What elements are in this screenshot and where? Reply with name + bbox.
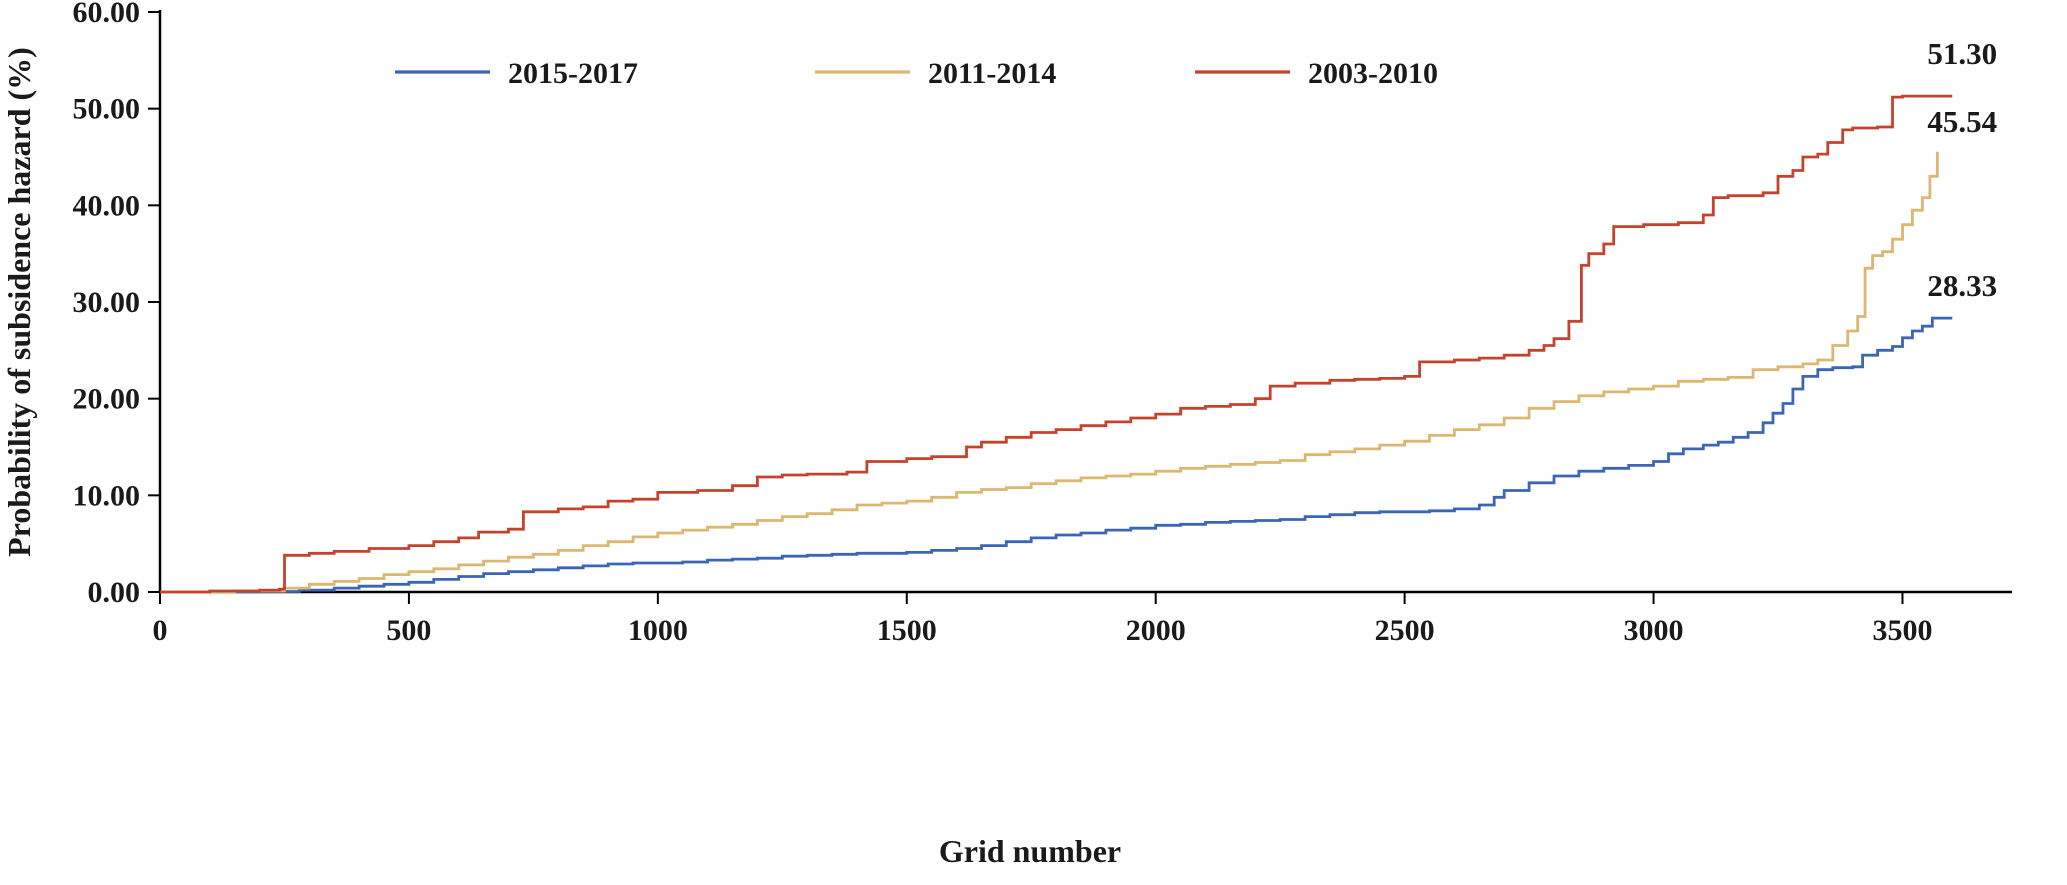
legend-label-2011-2014: 2011-2014 — [928, 57, 1056, 90]
x-tick-label: 3500 — [1872, 614, 1932, 647]
legend-label-2015-2017: 2015-2017 — [508, 57, 638, 90]
x-axis-title: Grid number — [939, 833, 1121, 869]
x-tick-label: 2000 — [1126, 614, 1186, 647]
legend-label-2003-2010: 2003-2010 — [1308, 57, 1438, 90]
series-line-2003-2010 — [160, 94, 1953, 594]
end-label-2011-2014: 45.54 — [1927, 104, 1997, 139]
y-tick-label: 0.00 — [88, 576, 141, 609]
x-tick-label: 0 — [153, 614, 168, 647]
x-tick-label: 1000 — [628, 614, 688, 647]
series-line-2015-2017 — [160, 316, 1953, 594]
x-tick-label: 3000 — [1624, 614, 1684, 647]
y-tick-label: 40.00 — [73, 189, 141, 222]
y-tick-label: 20.00 — [73, 383, 141, 416]
x-tick-label: 500 — [386, 614, 431, 647]
plot-layer: 0.00 10.00 20.00 30.00 40.00 50.00 60.00 0 500 10… — [73, 0, 2012, 647]
end-label-2015-2017: 28.33 — [1927, 268, 1997, 303]
y-tick-label: 10.00 — [73, 479, 141, 512]
y-tick-label: 60.00 — [73, 0, 141, 29]
x-tick-label: 2500 — [1375, 614, 1435, 647]
x-tick-label: 1500 — [877, 614, 937, 647]
y-axis-title: Probability of subsidence hazard (%) — [1, 47, 37, 557]
y-tick-label: 30.00 — [73, 286, 141, 319]
end-label-2003-2010: 51.30 — [1927, 36, 1997, 71]
series-line-2011-2014 — [160, 151, 1939, 594]
y-tick-label: 50.00 — [73, 93, 141, 126]
